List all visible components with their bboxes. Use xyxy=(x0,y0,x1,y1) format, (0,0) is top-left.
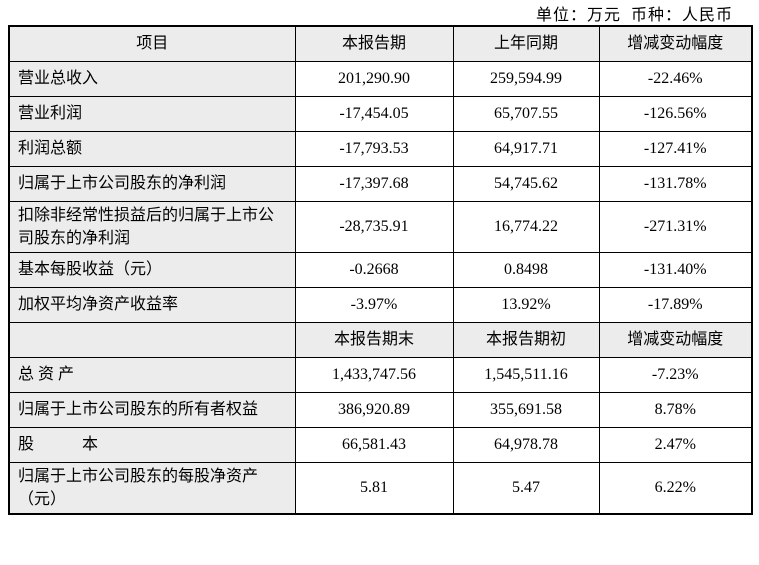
table-row: 扣除非经常性损益后的归属于上市公司股东的净利润 -28,735.91 16,77… xyxy=(8,200,753,253)
table-header-row-period: 项目 本报告期 上年同期 增减变动幅度 xyxy=(8,25,753,62)
current-value: 201,290.90 xyxy=(294,60,454,97)
table-row: 总 资 产 1,433,747.56 1,545,511.16 -7.23% xyxy=(8,356,753,393)
table-row: 股 本 66,581.43 64,978.78 2.47% xyxy=(8,426,753,463)
prior-value: 64,978.78 xyxy=(452,426,600,463)
row-label: 加权平均净资产收益率 xyxy=(8,286,296,323)
prior-value: 16,774.22 xyxy=(452,200,600,253)
table-row: 基本每股收益（元） -0.2668 0.8498 -131.40% xyxy=(8,251,753,288)
prior-value: 13.92% xyxy=(452,286,600,323)
header-change: 增减变动幅度 xyxy=(598,321,753,358)
financial-summary-table: 项目 本报告期 上年同期 增减变动幅度 营业总收入 201,290.90 259… xyxy=(8,25,753,516)
header-prior-period: 上年同期 xyxy=(452,25,600,62)
header-change: 增减变动幅度 xyxy=(598,25,753,62)
current-value: -0.2668 xyxy=(294,251,454,288)
current-value: 5.81 xyxy=(294,461,454,515)
change-value: 8.78% xyxy=(598,391,753,428)
change-value: -271.31% xyxy=(598,200,753,253)
current-value: 1,433,747.56 xyxy=(294,356,454,393)
table-header-row-balance: 本报告期末 本报告期初 增减变动幅度 xyxy=(8,321,753,358)
table-row: 加权平均净资产收益率 -3.97% 13.92% -17.89% xyxy=(8,286,753,323)
current-value: -28,735.91 xyxy=(294,200,454,253)
row-label: 归属于上市公司股东的净利润 xyxy=(8,165,296,202)
current-value: -3.97% xyxy=(294,286,454,323)
table-row: 营业总收入 201,290.90 259,594.99 -22.46% xyxy=(8,60,753,97)
change-value: -22.46% xyxy=(598,60,753,97)
prior-value: 1,545,511.16 xyxy=(452,356,600,393)
row-label: 营业利润 xyxy=(8,95,296,132)
change-value: -126.56% xyxy=(598,95,753,132)
current-value: -17,793.53 xyxy=(294,130,454,167)
current-value: 66,581.43 xyxy=(294,426,454,463)
change-value: -131.78% xyxy=(598,165,753,202)
table-row: 归属于上市公司股东的净利润 -17,397.68 54,745.62 -131.… xyxy=(8,165,753,202)
change-value: -127.41% xyxy=(598,130,753,167)
row-label: 营业总收入 xyxy=(8,60,296,97)
prior-value: 54,745.62 xyxy=(452,165,600,202)
table-row: 利润总额 -17,793.53 64,917.71 -127.41% xyxy=(8,130,753,167)
row-label: 股 本 xyxy=(8,426,296,463)
table-row: 归属于上市公司股东的所有者权益 386,920.89 355,691.58 8.… xyxy=(8,391,753,428)
header-period-end: 本报告期末 xyxy=(294,321,454,358)
prior-value: 64,917.71 xyxy=(452,130,600,167)
header-item-empty xyxy=(8,321,296,358)
row-label: 利润总额 xyxy=(8,130,296,167)
prior-value: 5.47 xyxy=(452,461,600,515)
table-row: 归属于上市公司股东的每股净资产（元） 5.81 5.47 6.22% xyxy=(8,461,753,515)
header-current-period: 本报告期 xyxy=(294,25,454,62)
row-label: 扣除非经常性损益后的归属于上市公司股东的净利润 xyxy=(8,200,296,253)
change-value: -131.40% xyxy=(598,251,753,288)
current-value: 386,920.89 xyxy=(294,391,454,428)
row-label: 归属于上市公司股东的所有者权益 xyxy=(8,391,296,428)
row-label: 基本每股收益（元） xyxy=(8,251,296,288)
change-value: -7.23% xyxy=(598,356,753,393)
header-period-begin: 本报告期初 xyxy=(452,321,600,358)
current-value: -17,397.68 xyxy=(294,165,454,202)
row-label: 归属于上市公司股东的每股净资产（元） xyxy=(8,461,296,515)
change-value: -17.89% xyxy=(598,286,753,323)
prior-value: 0.8498 xyxy=(452,251,600,288)
prior-value: 65,707.55 xyxy=(452,95,600,132)
table-row: 营业利润 -17,454.05 65,707.55 -126.56% xyxy=(8,95,753,132)
change-value: 2.47% xyxy=(598,426,753,463)
header-item: 项目 xyxy=(8,25,296,62)
change-value: 6.22% xyxy=(598,461,753,515)
prior-value: 355,691.58 xyxy=(452,391,600,428)
current-value: -17,454.05 xyxy=(294,95,454,132)
unit-currency-note: 单位：万元 币种：人民币 xyxy=(535,7,733,24)
prior-value: 259,594.99 xyxy=(452,60,600,97)
row-label: 总 资 产 xyxy=(8,356,296,393)
